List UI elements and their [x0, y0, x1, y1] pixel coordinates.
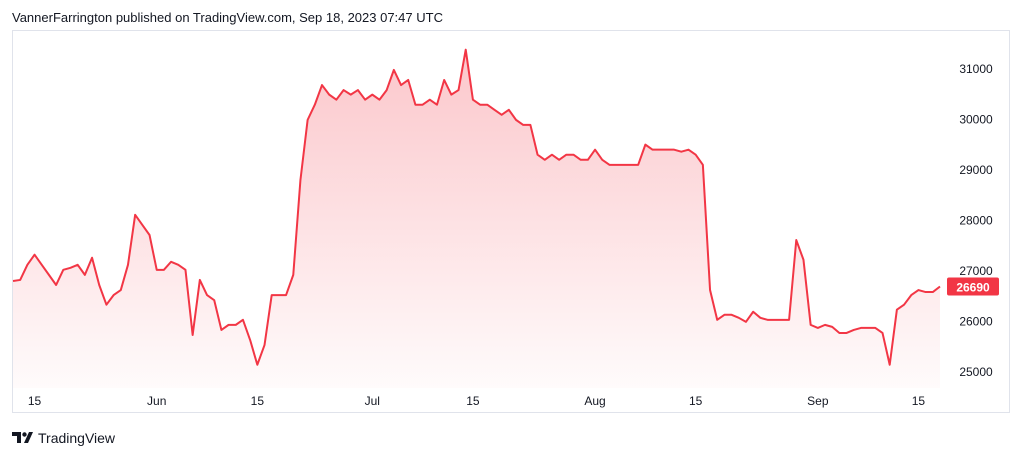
x-tick-label: 15 — [28, 394, 42, 408]
y-tick-label: 27000 — [959, 264, 993, 278]
y-tick-label: 28000 — [959, 213, 993, 227]
last-price-label: 26690 — [956, 281, 990, 295]
tradingview-logo — [12, 432, 33, 443]
y-tick-label: 29000 — [959, 163, 993, 177]
x-tick-label: 15 — [251, 394, 265, 408]
chart-frame — [12, 30, 1010, 413]
y-tick-label: 25000 — [959, 365, 993, 379]
x-tick-label: 15 — [912, 394, 926, 408]
last-price-badge — [947, 277, 999, 296]
x-tick-label: Aug — [584, 394, 605, 408]
header: VannerFarrington published on TradingVie… — [12, 10, 443, 25]
x-tick-label: Jul — [365, 394, 380, 408]
y-tick-label: 26000 — [959, 314, 993, 328]
x-tick-label: 15 — [466, 394, 480, 408]
x-tick-label: 15 — [689, 394, 703, 408]
x-tick-label: Sep — [807, 394, 829, 408]
x-tick-label: Jun — [147, 394, 166, 408]
y-tick-label: 31000 — [959, 62, 993, 76]
y-tick-label: 30000 — [959, 112, 993, 126]
area-fill — [13, 49, 940, 388]
footer-brand: TradingView — [38, 430, 116, 446]
price-line — [12, 48, 941, 366]
